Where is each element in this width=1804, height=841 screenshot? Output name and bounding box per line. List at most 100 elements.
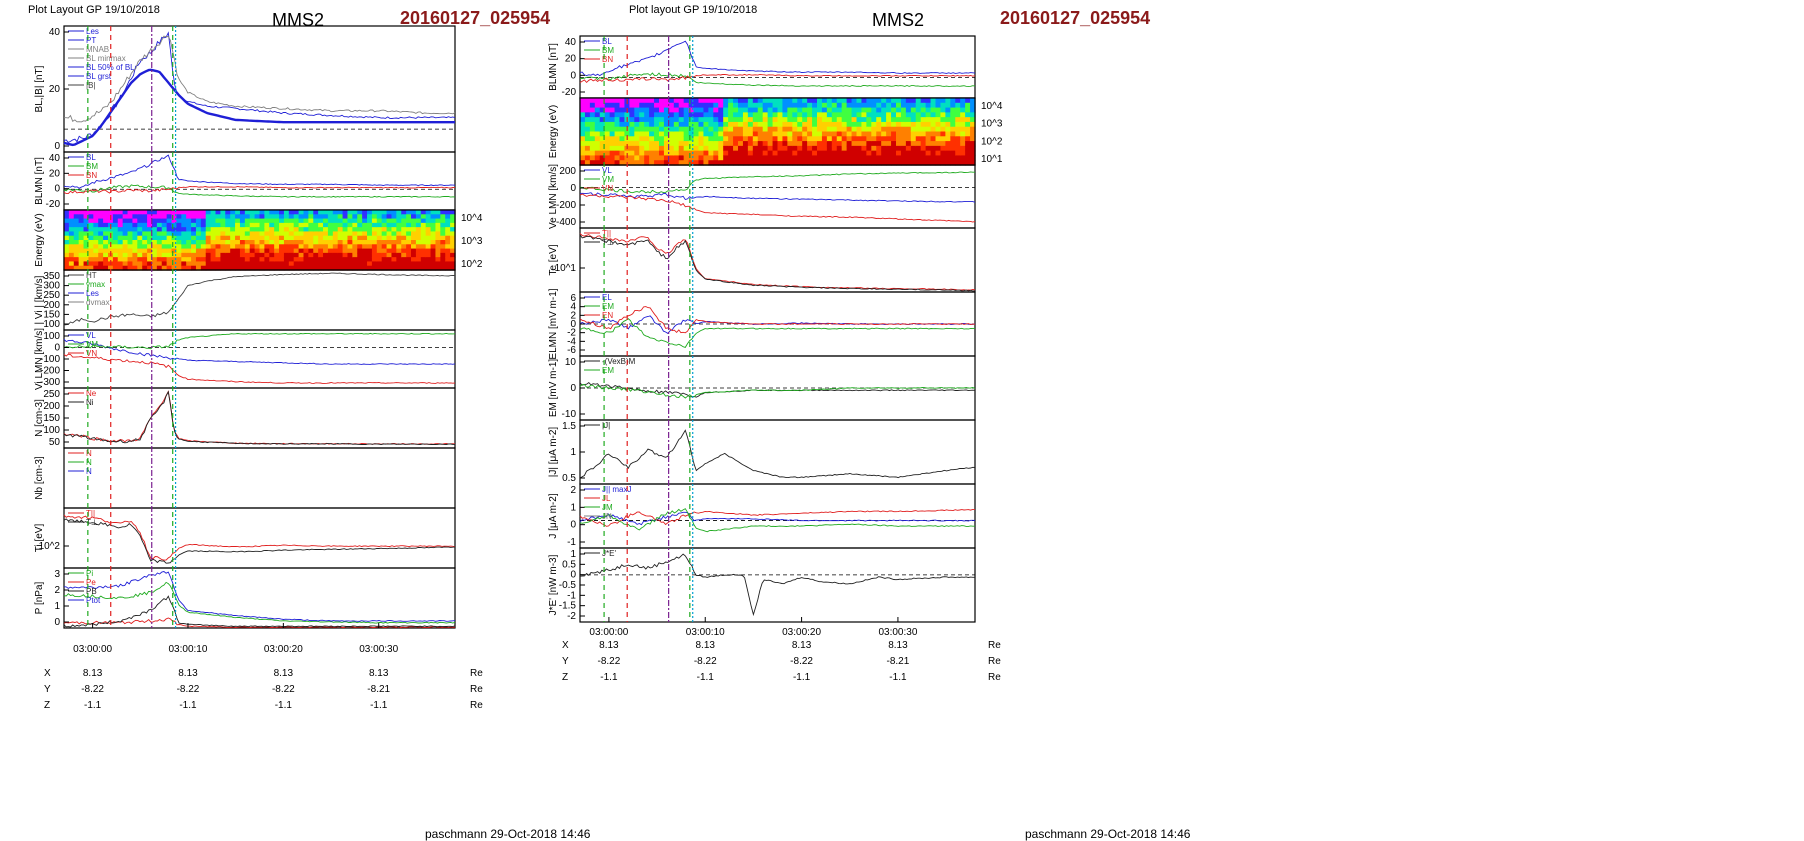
legend-label: VL — [86, 331, 96, 340]
spectrogram-cell — [127, 210, 134, 215]
spectrogram-cell — [293, 210, 300, 215]
spectrogram-cell — [147, 227, 153, 233]
spectrogram-cell — [210, 214, 217, 220]
spectrogram-cell — [83, 218, 90, 224]
spectrogram-cell — [195, 231, 202, 237]
spectrogram-cell — [367, 231, 373, 237]
spectrogram-cell — [161, 231, 168, 237]
y-tick-label: 10^2 — [39, 541, 61, 552]
legend-label: N — [86, 467, 92, 476]
spectrogram-cell — [411, 235, 417, 241]
spectrogram-cell — [371, 235, 378, 241]
panel-frame — [63, 447, 456, 509]
spectrogram-cell — [200, 227, 207, 233]
spectrogram-cell — [142, 244, 148, 250]
spectrogram-cell — [112, 214, 119, 220]
spectrogram-cell — [166, 227, 173, 233]
spectrogram-cell — [215, 265, 221, 271]
spectrogram-cell — [78, 218, 85, 224]
spectrogram-cell — [205, 240, 212, 245]
spectrogram-cell — [195, 222, 202, 228]
legend-label: VM — [86, 340, 98, 349]
spectrogram-cell — [371, 244, 378, 250]
spectrogram-cell — [396, 244, 402, 250]
spectrogram-cell — [337, 210, 344, 215]
spectrogram-cell — [425, 227, 432, 233]
spectrogram-cell — [73, 214, 80, 220]
spectrogram-cell — [415, 222, 422, 228]
spectrogram-cell — [323, 222, 329, 228]
y-tick-label: 3 — [54, 569, 60, 580]
spectrogram-cell — [357, 265, 363, 271]
spectrogram-cell — [161, 227, 168, 233]
spectrogram-cell — [342, 235, 349, 241]
spectrogram-cell — [342, 227, 349, 233]
spectrogram-cell — [293, 265, 300, 271]
spectrogram-cell — [230, 248, 236, 254]
spectrogram-cell — [327, 257, 334, 263]
spectrogram-cell — [166, 210, 173, 215]
y-tick-label: 350 — [43, 271, 60, 282]
y-tick-label: 1 — [54, 601, 60, 612]
spectrogram-cell — [225, 222, 231, 228]
spectrogram-cell — [83, 261, 90, 267]
spectrogram-cell — [279, 210, 285, 215]
spectrogram-cell — [254, 265, 261, 271]
spectrogram-cell — [347, 265, 353, 271]
footer: paschmann 29-Oct-2018 14:46 — [425, 827, 591, 841]
spectrogram-cell — [181, 214, 187, 220]
spectrogram-cell — [440, 261, 446, 267]
spectrogram-cell — [274, 244, 280, 250]
spectrogram-cell — [318, 261, 324, 267]
spectrogram-cell — [415, 218, 422, 224]
y-tick-label: 0 — [54, 141, 60, 152]
spectrogram-cell — [411, 218, 417, 224]
spectrogram-cell — [103, 214, 109, 220]
spectrogram-cell — [318, 248, 324, 254]
spectrogram-cell — [386, 231, 393, 237]
spectrogram-cell — [308, 210, 314, 215]
spectrogram-cell — [107, 265, 114, 271]
legend-label: N — [86, 458, 92, 467]
spectrogram-cell — [371, 265, 378, 271]
spectrogram-cell — [376, 227, 383, 233]
spectrogram-cell — [186, 244, 192, 250]
spectrogram-cell — [279, 218, 285, 224]
spectrogram-cell — [259, 222, 265, 228]
spectrogram-cell — [401, 235, 407, 241]
legend-label: dvmax — [86, 298, 110, 307]
spectrogram-cell — [151, 210, 158, 215]
spectrogram-cell — [200, 252, 207, 258]
spectrogram-cell — [137, 244, 143, 250]
spectrogram-cell — [73, 261, 80, 267]
spectrogram-cell — [367, 227, 373, 233]
spectrogram-cell — [215, 261, 221, 267]
spectrogram-cell — [435, 218, 441, 224]
spectrogram-cell — [406, 222, 412, 228]
spectrogram-cell — [288, 222, 295, 228]
y-tick-label: 10^4 — [461, 213, 483, 224]
spectrogram-cell — [288, 235, 295, 241]
spectrogram-cell — [323, 261, 329, 267]
spectrogram-cell — [303, 265, 309, 271]
spectrogram-cell — [259, 240, 265, 245]
spectrogram-cell — [186, 252, 192, 258]
spectrogram-cell — [347, 231, 353, 237]
spectrogram-cell — [376, 257, 383, 263]
spectrogram-cell — [303, 252, 309, 258]
spectrogram-cell — [327, 227, 334, 233]
spectrogram-cell — [200, 235, 207, 241]
spectrogram-cell — [288, 257, 295, 263]
spectrogram-cell — [107, 227, 114, 233]
spectrogram-cell — [200, 244, 207, 250]
spectrogram-cell — [93, 214, 99, 220]
spectrogram-cell — [362, 248, 368, 254]
spectrogram-cell — [166, 248, 173, 254]
spectrogram-cell — [323, 248, 329, 254]
spectrogram-cell — [347, 235, 353, 241]
spectrogram-cell — [161, 240, 168, 245]
spectrogram-cell — [239, 222, 246, 228]
y-tick-label: 20 — [49, 84, 61, 95]
spectrogram-cell — [215, 210, 221, 215]
